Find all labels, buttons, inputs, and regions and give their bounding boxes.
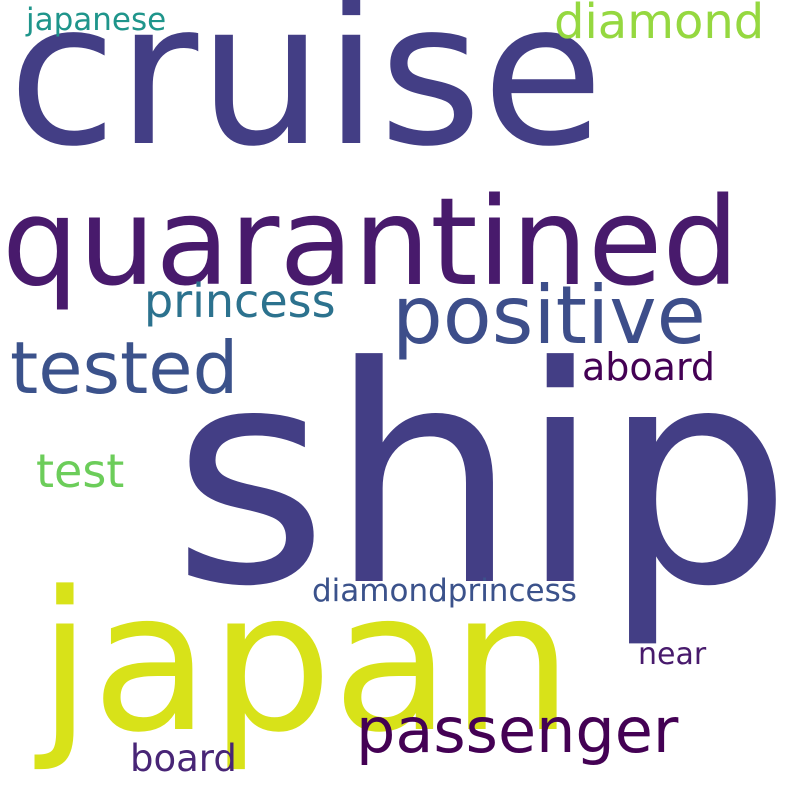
word-ship: ship bbox=[172, 303, 793, 652]
word-near: near bbox=[638, 637, 707, 672]
word-japan: japan bbox=[38, 550, 573, 775]
word-cruise: cruise bbox=[8, 0, 604, 190]
word-tested: tested bbox=[10, 326, 239, 410]
word-diamondprincess: diamondprincess bbox=[312, 573, 577, 609]
word-passenger: passenger bbox=[356, 694, 679, 767]
word-board: board bbox=[130, 737, 237, 780]
word-princess: princess bbox=[144, 274, 336, 328]
word-aboard: aboard bbox=[582, 345, 716, 389]
word-diamond: diamond bbox=[554, 0, 765, 50]
word-quarantined: quarantined bbox=[2, 172, 740, 313]
word-positive: positive bbox=[392, 269, 706, 362]
word-japanese: japanese bbox=[26, 2, 167, 38]
word-test: test bbox=[36, 444, 125, 498]
